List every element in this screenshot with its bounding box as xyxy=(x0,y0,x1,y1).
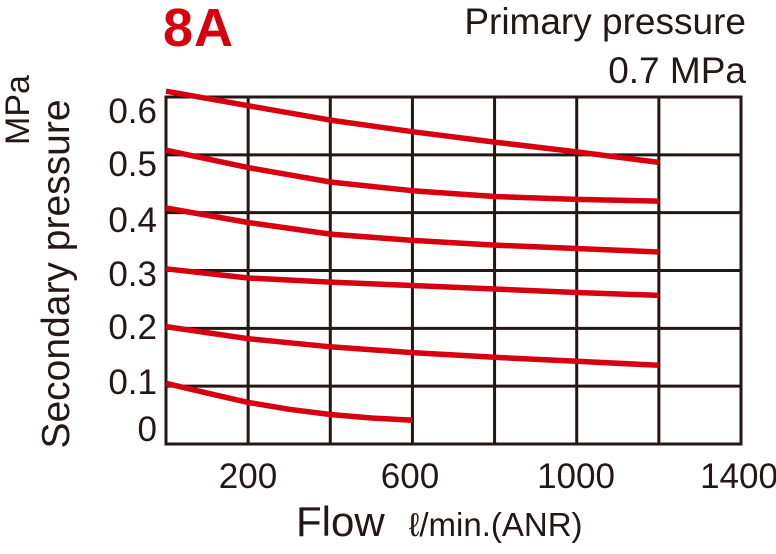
x-axis-unit: ℓ/min.(ANR) xyxy=(408,506,583,543)
y-tick-label-0.1: 0.1 xyxy=(108,363,157,402)
pressure-curve-set-0.2-MPa xyxy=(165,323,660,369)
pressure-curve-set-0.6-MPa xyxy=(165,88,660,166)
x-axis-label: Flow ℓ/min.(ANR) xyxy=(296,500,583,547)
primary-pressure-value: 0.7 MPa xyxy=(608,50,746,91)
y-tick-label-0.2: 0.2 xyxy=(108,308,157,347)
y-axis-title: Secondary pressure xyxy=(35,99,78,449)
y-tick-label-0.3: 0.3 xyxy=(108,255,157,294)
y-tick-label-0.5: 0.5 xyxy=(108,145,157,184)
x-tick-label-1400: 1400 xyxy=(700,457,776,496)
x-tick-label-600: 600 xyxy=(380,457,440,496)
primary-pressure-label: Primary pressure xyxy=(464,1,746,42)
y-axis-unit-label: MPa xyxy=(0,75,37,145)
x-tick-label-1000: 1000 xyxy=(537,457,615,496)
pressure-curve-set-0.3-MPa xyxy=(165,266,659,299)
y-tick-label-0.4: 0.4 xyxy=(108,201,157,240)
y-tick-label-0: 0 xyxy=(137,410,157,449)
chart-title-size: 8A xyxy=(163,0,235,58)
y-tick-label-0.6: 0.6 xyxy=(108,92,157,131)
pressure-curve-set-0.5-MPa xyxy=(165,147,659,204)
x-tick-label-200: 200 xyxy=(218,457,278,496)
pressure-curve-set-0.4-MPa xyxy=(165,205,660,255)
pressure-curve-set-0.1-MPa xyxy=(165,380,413,424)
x-axis-title: Flow xyxy=(296,498,385,545)
